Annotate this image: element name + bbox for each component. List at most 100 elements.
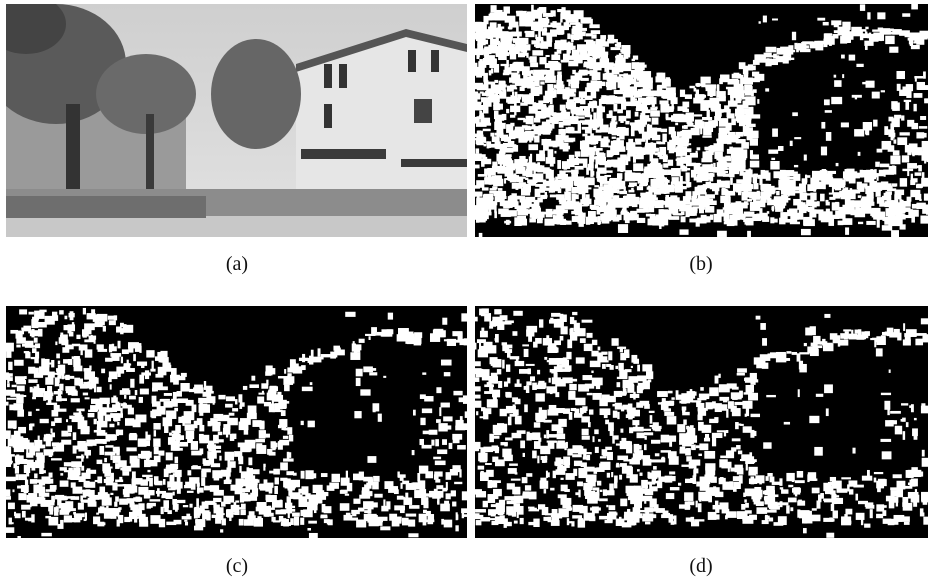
speckle (862, 82, 866, 84)
speckle (514, 165, 519, 169)
speckle (631, 129, 635, 136)
speckle (781, 489, 788, 493)
speckle (611, 119, 615, 125)
speckle (914, 418, 917, 420)
speckle (902, 169, 913, 171)
speckle (279, 419, 287, 427)
speckle (627, 408, 636, 412)
speckle (60, 473, 63, 476)
speckle (201, 471, 206, 478)
speckle (902, 497, 908, 504)
speckle (16, 345, 20, 348)
speckle (459, 339, 464, 345)
speckle (799, 510, 810, 518)
speckle (242, 479, 247, 486)
speckle (909, 405, 913, 408)
speckle (517, 430, 526, 434)
speckle (592, 171, 595, 176)
speckle (668, 160, 673, 166)
speckle (745, 510, 752, 513)
speckle (139, 397, 143, 403)
speckle (744, 192, 751, 198)
speckle (882, 196, 885, 200)
speckle (579, 506, 587, 513)
speckle (475, 369, 483, 377)
speckle (865, 81, 874, 88)
speckle (860, 170, 863, 178)
speckle (475, 442, 481, 449)
speckle (436, 387, 441, 393)
speckle (641, 89, 651, 97)
speckle (902, 155, 909, 162)
speckle (287, 483, 294, 491)
speckle (491, 86, 495, 93)
speckle (897, 84, 901, 91)
speckle (232, 408, 238, 411)
speckle (904, 100, 911, 102)
speckle (667, 476, 675, 481)
speckle (565, 144, 567, 149)
speckle (821, 176, 823, 181)
speckle (363, 477, 373, 482)
speckle (762, 338, 767, 346)
speckle (756, 501, 764, 506)
speckle (14, 360, 24, 366)
speckle (617, 173, 622, 179)
speckle (423, 510, 427, 513)
speckle (865, 130, 867, 135)
speckle (10, 330, 18, 334)
speckle (498, 123, 506, 129)
speckle (679, 504, 687, 508)
speckle (762, 520, 769, 524)
speckle (166, 452, 173, 460)
speckle (575, 151, 581, 156)
speckle (572, 454, 582, 457)
speckle (398, 474, 406, 477)
speckle (128, 408, 134, 415)
speckle (643, 459, 652, 466)
speckle (694, 519, 704, 521)
speckle (98, 349, 108, 352)
speckle (227, 509, 233, 518)
speckle (889, 501, 895, 509)
speckle (475, 105, 485, 110)
speckle (275, 477, 279, 484)
speckle (783, 55, 789, 63)
speckle (284, 369, 286, 374)
speckle (615, 44, 619, 47)
speckle (60, 333, 63, 341)
speckle (584, 96, 592, 100)
speckle (60, 480, 69, 486)
speckle (63, 359, 70, 363)
speckle (756, 361, 765, 369)
speckle (746, 463, 748, 471)
speckle (747, 461, 755, 463)
speckle (117, 519, 120, 526)
speckle (617, 109, 623, 113)
speckle (799, 206, 808, 212)
speckle (726, 511, 737, 518)
speckle (150, 369, 155, 372)
speckle (83, 490, 87, 495)
speckle (859, 183, 868, 187)
speckle (530, 63, 538, 68)
speckle (147, 470, 150, 472)
speckle (240, 402, 245, 406)
speckle (814, 347, 818, 354)
speckle (799, 361, 803, 370)
speckle (81, 466, 84, 471)
speckle (840, 36, 847, 44)
speckle (659, 209, 664, 216)
speckle (869, 34, 878, 42)
speckle (676, 395, 685, 400)
speckle (631, 188, 634, 191)
speckle (522, 477, 528, 483)
speckle (614, 64, 621, 67)
speckle (739, 391, 743, 398)
speckle (543, 96, 550, 102)
speckle (14, 431, 21, 439)
speckle (551, 313, 560, 317)
speckle (710, 215, 713, 220)
speckle (502, 360, 504, 369)
speckle (759, 21, 761, 23)
